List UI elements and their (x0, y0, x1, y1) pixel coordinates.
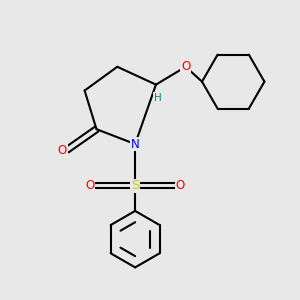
Text: O: O (181, 60, 190, 73)
Text: H: H (154, 93, 161, 103)
Text: O: O (176, 179, 185, 192)
Text: N: N (131, 138, 140, 151)
Text: S: S (131, 179, 139, 192)
Text: O: O (58, 143, 67, 157)
Text: O: O (85, 179, 94, 192)
